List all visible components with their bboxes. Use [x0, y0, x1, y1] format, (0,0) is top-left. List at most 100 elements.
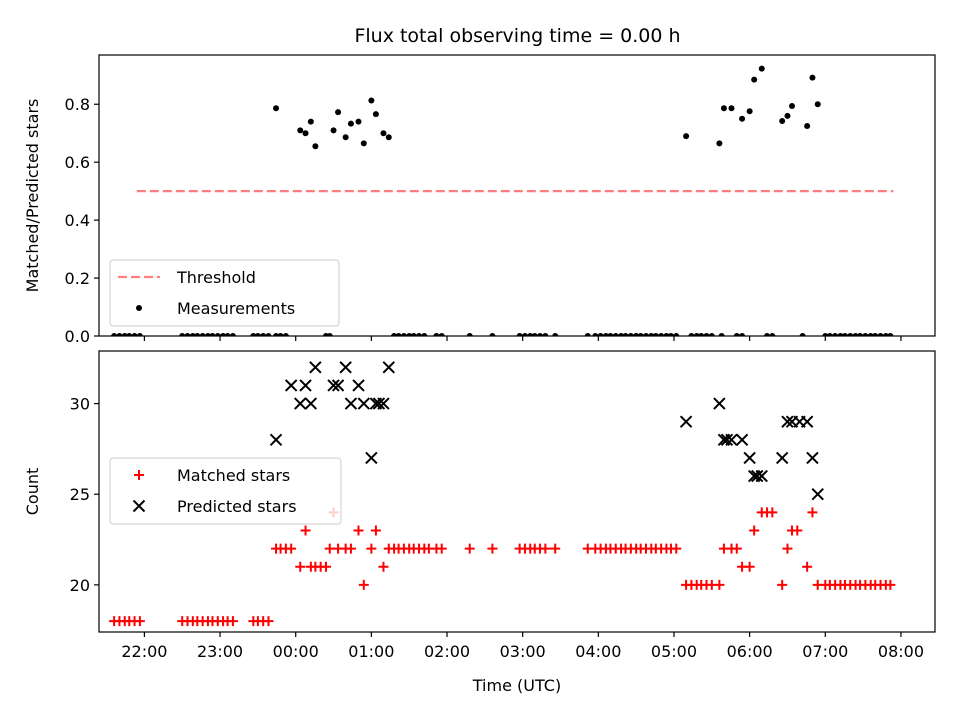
- measurements-point: [184, 333, 191, 336]
- predicted-stars-point: [775, 451, 789, 465]
- measurements-point: [718, 333, 725, 336]
- y-tick-label: 0.2: [65, 269, 90, 288]
- x-tick-label: 23:00: [197, 642, 243, 661]
- y-tick-label: 0.4: [65, 211, 90, 230]
- predicted-stars-point: [743, 451, 756, 465]
- measurements-point: [265, 333, 272, 336]
- measurements-point: [584, 333, 591, 336]
- legend: Matched stars Predicted stars: [109, 457, 342, 525]
- measurements-point: [637, 333, 644, 336]
- measurements-point: [380, 130, 387, 137]
- legend-matched-swatch: [134, 470, 144, 480]
- measurements-point: [688, 333, 695, 336]
- matched-stars-point: [487, 543, 498, 554]
- matched-stars-point: [134, 616, 145, 627]
- measurements-point: [720, 105, 727, 112]
- measurements-point: [260, 333, 267, 336]
- measurements-point: [521, 333, 528, 336]
- measurements-point: [809, 74, 816, 81]
- matched-stars-point: [540, 543, 551, 554]
- predicted-stars-point: [800, 415, 814, 428]
- measurements-point: [887, 333, 894, 336]
- x-axis-label: Time (UTC): [472, 676, 561, 695]
- x-tick-label: 05:00: [651, 642, 697, 661]
- predicted-stars-point: [327, 379, 340, 392]
- measurements-point: [433, 333, 440, 336]
- measurements-point: [592, 333, 599, 336]
- measurements-point: [273, 333, 280, 336]
- measurements-point: [360, 140, 367, 147]
- measurements-point: [716, 140, 723, 147]
- matched-stars-point: [777, 579, 788, 590]
- measurements-point: [673, 333, 680, 336]
- predicted-stars-point: [357, 397, 371, 410]
- measurements-point: [693, 333, 700, 336]
- measurements-point: [658, 333, 665, 336]
- measurements-point: [764, 333, 771, 336]
- measurements-point: [867, 333, 874, 336]
- predicted-stars-point: [372, 397, 386, 410]
- matched-stars-point: [885, 579, 896, 590]
- x-tick-label: 22:00: [121, 642, 167, 661]
- matched-stars-point: [366, 543, 377, 554]
- measurements-point: [189, 333, 196, 336]
- measurements-point: [832, 333, 839, 336]
- measurements-point: [852, 333, 859, 336]
- measurements-point: [751, 76, 758, 83]
- measurements-point: [602, 333, 609, 336]
- legend-box: [109, 259, 340, 327]
- measurements-point: [220, 333, 227, 336]
- measurements-point: [728, 105, 735, 112]
- predicted-stars-point: [377, 397, 390, 410]
- matched-stars-point: [671, 543, 682, 554]
- axes-frame: [98, 350, 936, 633]
- measurements-point: [136, 333, 143, 336]
- x-tick-label: 06:00: [727, 642, 773, 661]
- measurements-point: [633, 333, 640, 336]
- matched-stars-point: [436, 543, 447, 554]
- legend-box: [109, 457, 342, 525]
- measurements-point: [872, 333, 879, 336]
- measurements-point: [648, 333, 655, 336]
- predicted-stars-point: [811, 488, 824, 501]
- measurements-point: [552, 333, 559, 336]
- matched-stars-point: [286, 543, 297, 554]
- measurements-point: [826, 333, 833, 336]
- measurements-point: [683, 133, 690, 140]
- measurements-point: [739, 115, 746, 122]
- measurements-point: [779, 118, 786, 125]
- measurements-point: [282, 333, 289, 336]
- measurements-point: [204, 333, 211, 336]
- measurements-point: [703, 333, 710, 336]
- measurements-point: [804, 122, 811, 129]
- y-axis-label: Count: [23, 468, 42, 516]
- predicted-stars-point: [331, 379, 345, 392]
- matched-stars-point: [744, 561, 755, 572]
- measurements-point: [194, 333, 201, 336]
- measurements-point: [410, 333, 417, 336]
- measurements-point: [372, 111, 379, 118]
- measurements-point: [746, 108, 753, 115]
- measurements-point: [250, 333, 257, 336]
- predicted-stars-point: [751, 469, 764, 483]
- x-tick-label: 02:00: [424, 642, 470, 661]
- predicted-stars-point: [304, 397, 318, 410]
- plot-area: [111, 65, 894, 336]
- measurements-point: [131, 333, 138, 336]
- legend-label: Matched stars: [177, 466, 290, 485]
- measurements-point: [355, 118, 362, 125]
- predicted-stars-point: [679, 415, 693, 428]
- matched-stars-point: [295, 561, 306, 572]
- measurements-point: [862, 333, 869, 336]
- matched-stars-point: [300, 525, 311, 536]
- y-tick-label: 0.0: [65, 327, 90, 346]
- measurements-point: [438, 333, 445, 336]
- measurements-point: [789, 102, 796, 109]
- measurements-point: [663, 333, 670, 336]
- measurements-point: [302, 130, 309, 137]
- matched-stars-point: [782, 543, 793, 554]
- measurements-point: [877, 333, 884, 336]
- measurements-point: [882, 333, 889, 336]
- y-tick-label: 0.6: [65, 153, 90, 172]
